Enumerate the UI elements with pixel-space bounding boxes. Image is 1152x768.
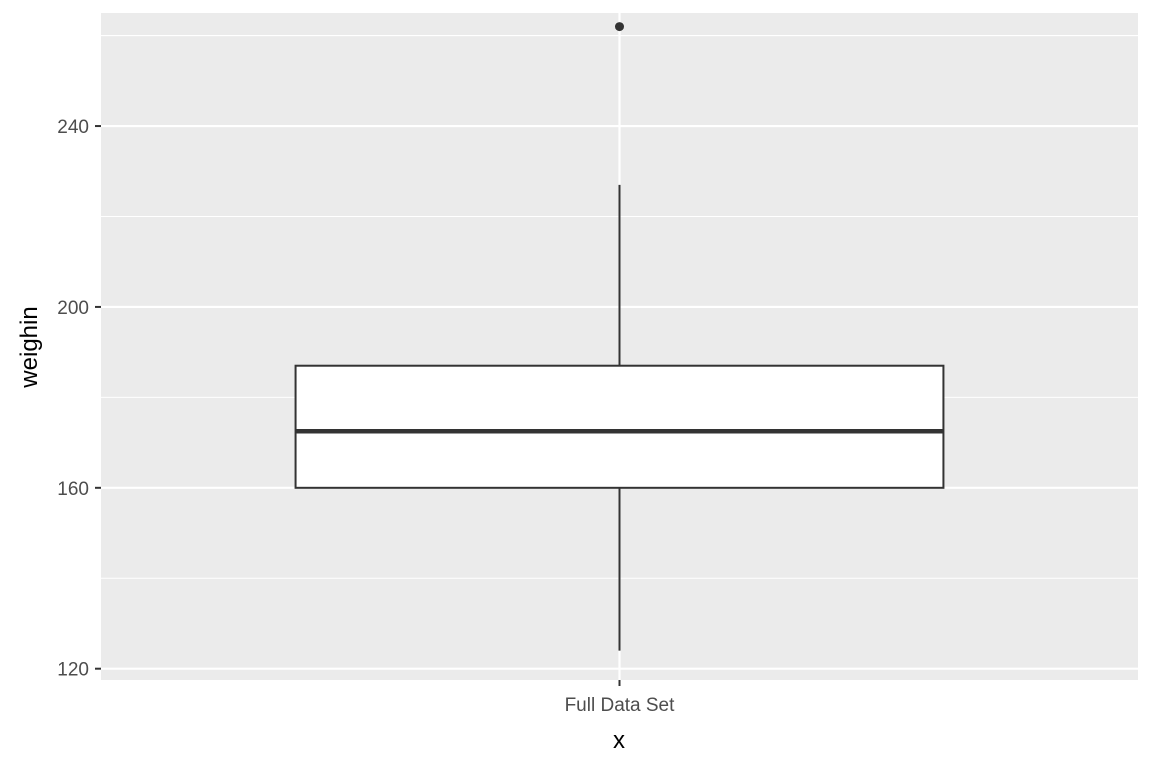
y-axis-title: weighin xyxy=(16,306,43,388)
outlier-point xyxy=(615,22,624,32)
y-tick-label: 240 xyxy=(57,117,89,138)
y-axis: 120 160 200 240 xyxy=(57,117,101,681)
x-axis-title: x xyxy=(613,727,625,754)
iqr-box xyxy=(294,364,945,489)
boxes xyxy=(294,22,945,651)
y-tick-label: 200 xyxy=(57,298,89,319)
x-tick-label: Full Data Set xyxy=(565,695,676,716)
x-axis: Full Data Set xyxy=(565,680,676,716)
y-tick-label: 120 xyxy=(57,660,89,681)
y-tick-label: 160 xyxy=(57,479,89,500)
